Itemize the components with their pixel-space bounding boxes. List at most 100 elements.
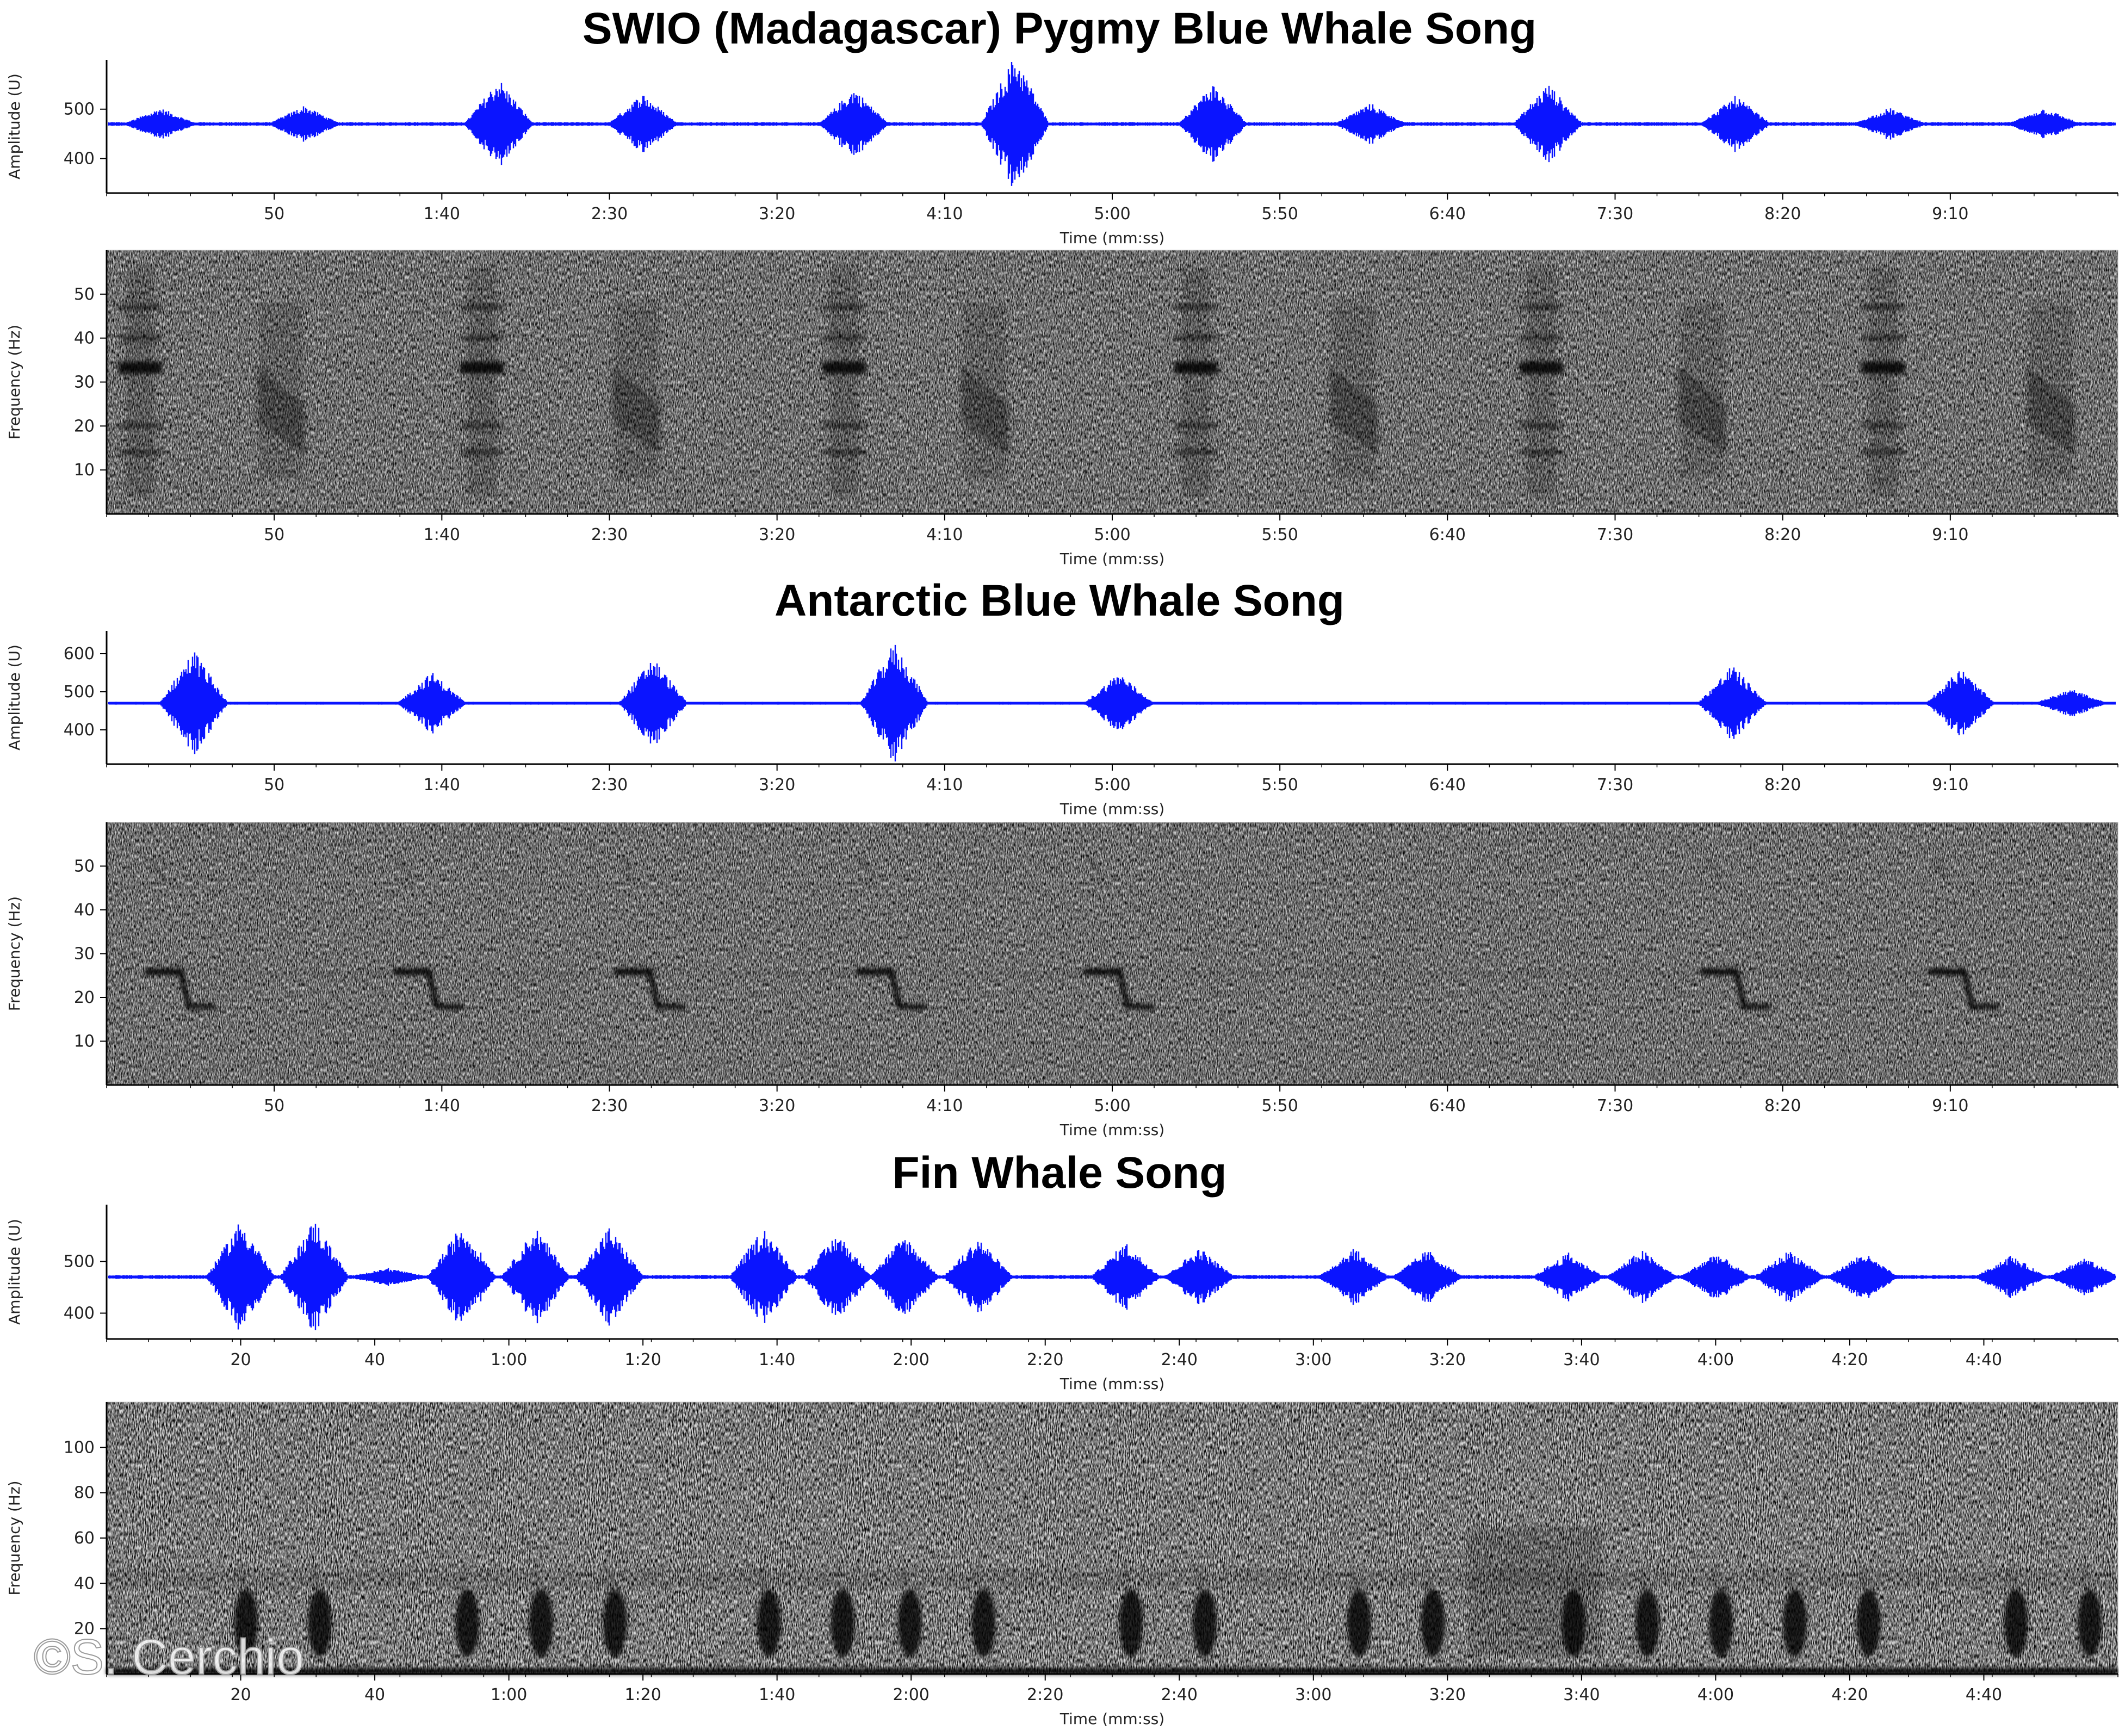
x-tick-label: 20 bbox=[230, 1350, 251, 1369]
y-axis-title: Amplitude (U) bbox=[5, 1219, 23, 1325]
y-tick-label: 30 bbox=[74, 373, 95, 392]
pulse-call bbox=[1635, 1589, 1659, 1657]
x-tick-label: 1:00 bbox=[491, 1350, 527, 1369]
x-tick-label: 7:30 bbox=[1597, 1096, 1633, 1115]
broadband-noise-burst bbox=[1467, 1527, 1602, 1656]
x-tick-label: 5:50 bbox=[1261, 776, 1298, 795]
x-tick-label: 9:10 bbox=[1932, 525, 1968, 544]
x-tick-label: 2:00 bbox=[893, 1350, 930, 1369]
z-call-sweep bbox=[888, 970, 902, 1007]
call-broadband bbox=[1527, 268, 1556, 497]
x-tick-label: 50 bbox=[264, 204, 284, 224]
z-call-sweep bbox=[1733, 970, 1747, 1007]
copyright-credit: ©S. Cerchio bbox=[34, 1629, 304, 1685]
spectrogram-bottom-band bbox=[107, 1669, 2118, 1674]
pulse-call bbox=[1856, 1589, 1881, 1657]
x-tick-label: 8:20 bbox=[1764, 776, 1801, 795]
y-tick-label: 20 bbox=[74, 988, 95, 1007]
upper-band bbox=[107, 1570, 2118, 1588]
fin-whale-waveform-panel: 20 40 1:00 1:20 1:40 2:00 2:20 2:40 3:00 3:20 3:40… bbox=[5, 1205, 2118, 1393]
pulse-call bbox=[1193, 1589, 1217, 1657]
x-tick-label: 1:00 bbox=[491, 1685, 527, 1704]
x-tick-label: 3:20 bbox=[759, 204, 795, 224]
z-call-sweep bbox=[1116, 970, 1130, 1007]
pulse-call bbox=[897, 1589, 922, 1657]
x-axis-title: Time (mm:ss) bbox=[1060, 800, 1164, 818]
z-call-tonal bbox=[145, 968, 183, 975]
x-tick-label: 2:30 bbox=[591, 776, 628, 795]
spectrogram-noise bbox=[107, 822, 2118, 1085]
x-tick-label: 2:20 bbox=[1027, 1350, 1063, 1369]
y-tick-label: 40 bbox=[74, 901, 95, 920]
x-tick-label: 3:20 bbox=[759, 525, 795, 544]
x-tick-label: 2:00 bbox=[893, 1685, 930, 1704]
x-tick-label: 4:00 bbox=[1697, 1685, 1734, 1704]
z-call-low bbox=[1124, 1004, 1155, 1010]
pygmy-blue-waveform-panel: 50 1:40 2:30 3:20 4:10 5:00 5:50 6:40 7:30 8:20 9:… bbox=[5, 60, 2118, 247]
pygmy-blue-spectrogram-panel: 50 1:40 2:30 3:20 4:10 5:00 5:50 6:40 7:30 8:20 9:… bbox=[5, 250, 2118, 568]
harmonic-trace bbox=[1705, 857, 1721, 880]
y-tick-label: 500 bbox=[64, 100, 95, 119]
z-call-sweep bbox=[1961, 970, 1975, 1007]
z-call-tonal bbox=[393, 968, 432, 975]
z-call-low bbox=[434, 1004, 464, 1010]
y-tick-label: 400 bbox=[64, 1304, 95, 1323]
x-tick-label: 5:50 bbox=[1261, 525, 1298, 544]
y-tick-label: 50 bbox=[74, 857, 95, 876]
harmonic-trace bbox=[619, 857, 635, 880]
pulse-call bbox=[529, 1589, 553, 1657]
x-tick-label: 3:00 bbox=[1295, 1685, 1331, 1704]
pulse-call bbox=[455, 1589, 480, 1657]
y-tick-label: 40 bbox=[74, 329, 95, 348]
x-axis-title: Time (mm:ss) bbox=[1060, 1121, 1164, 1139]
x-tick-label: 6:40 bbox=[1429, 204, 1466, 224]
call-broadband bbox=[1680, 303, 1724, 479]
x-tick-label: 9:10 bbox=[1932, 776, 1968, 795]
z-call-low bbox=[185, 1004, 216, 1010]
x-tick-label: 4:20 bbox=[1831, 1350, 1868, 1369]
x-tick-label: 4:10 bbox=[926, 525, 963, 544]
x-tick-label: 6:40 bbox=[1429, 1096, 1466, 1115]
pulse-call bbox=[2078, 1589, 2102, 1657]
call-broadband bbox=[963, 303, 1007, 479]
x-tick-label: 1:20 bbox=[624, 1350, 661, 1369]
y-tick-label: 600 bbox=[64, 644, 95, 664]
harmonic-trace bbox=[860, 857, 876, 880]
x-tick-label: 1:40 bbox=[759, 1685, 795, 1704]
x-tick-label: 1:40 bbox=[424, 525, 460, 544]
pulse-call bbox=[1421, 1589, 1445, 1657]
z-call-tonal bbox=[614, 968, 653, 975]
pulse-call bbox=[1709, 1589, 1733, 1657]
z-call-tonal bbox=[856, 968, 894, 975]
x-tick-label: 4:00 bbox=[1697, 1350, 1734, 1369]
x-tick-label: 4:10 bbox=[926, 1096, 963, 1115]
harmonic-trace bbox=[1088, 857, 1104, 880]
y-axis-title: Frequency (Hz) bbox=[5, 896, 23, 1011]
z-call-low bbox=[1969, 1004, 1999, 1010]
pulse-call bbox=[971, 1589, 996, 1657]
x-tick-label: 4:10 bbox=[926, 204, 963, 224]
x-tick-label: 5:00 bbox=[1094, 776, 1130, 795]
y-tick-label: 50 bbox=[74, 285, 95, 304]
pulse-call bbox=[603, 1589, 627, 1657]
spectrogram-noise bbox=[107, 250, 2118, 514]
x-tick-label: 1:40 bbox=[759, 1350, 795, 1369]
y-tick-label: 40 bbox=[74, 1574, 95, 1593]
z-call-sweep bbox=[426, 970, 439, 1007]
x-tick-label: 3:00 bbox=[1295, 1350, 1331, 1369]
y-tick-label: 20 bbox=[74, 1620, 95, 1639]
section-2-title: Antarctic Blue Whale Song bbox=[775, 576, 1344, 625]
call-broadband bbox=[468, 268, 497, 497]
x-tick-label: 4:20 bbox=[1831, 1685, 1868, 1704]
z-call-tonal bbox=[1700, 968, 1739, 975]
y-tick-label: 400 bbox=[64, 721, 95, 740]
pulse-call bbox=[757, 1589, 782, 1657]
x-tick-label: 3:20 bbox=[759, 1096, 795, 1115]
x-tick-label: 40 bbox=[364, 1350, 385, 1369]
x-tick-label: 1:40 bbox=[424, 204, 460, 224]
section-1-title: SWIO (Madagascar) Pygmy Blue Whale Song bbox=[583, 4, 1536, 53]
x-tick-label: 3:20 bbox=[759, 776, 795, 795]
y-tick-label: 10 bbox=[74, 461, 95, 480]
x-tick-label: 20 bbox=[230, 1685, 251, 1704]
